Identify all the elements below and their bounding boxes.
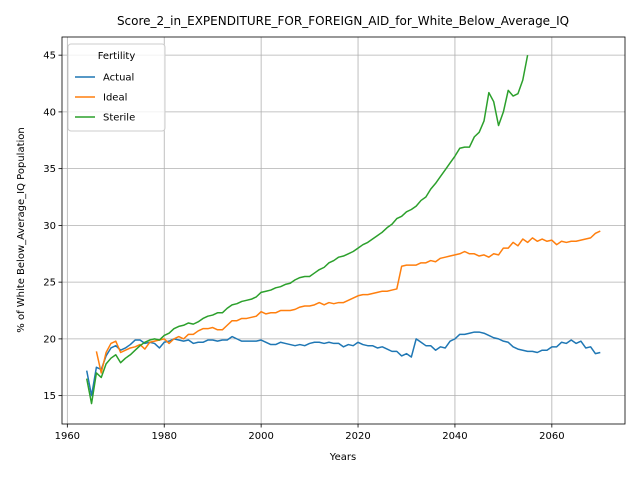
x-tick-label: 2060 — [539, 431, 564, 442]
legend-box — [67, 43, 166, 132]
y-tick-label: 25 — [43, 278, 56, 289]
x-tick-label: 2020 — [345, 431, 370, 442]
x-tick-label: 1980 — [152, 431, 177, 442]
x-tick-label: 2040 — [442, 431, 467, 442]
plot-frame — [61, 36, 626, 425]
x-tick-label: 2000 — [248, 431, 273, 442]
legend: Fertility Actual Ideal Sterile — [67, 43, 166, 132]
legend-label: Sterile — [103, 113, 135, 124]
series-line — [85, 55, 529, 405]
series-line — [95, 230, 601, 374]
y-tick-label: 35 — [43, 164, 56, 175]
y-axis-label: % of White Below_Average_IQ Population — [16, 127, 27, 332]
legend-label: Actual — [103, 73, 134, 84]
chart-title: Score_2_in_EXPENDITURE_FOR_FOREIGN_AID_f… — [117, 14, 569, 28]
y-tick-label: 20 — [43, 334, 56, 345]
x-axis-label: Years — [329, 452, 356, 463]
y-tick-label: 40 — [43, 107, 56, 118]
legend-title: Fertility — [98, 51, 136, 62]
y-tick-label: 30 — [43, 221, 56, 232]
legend-label: Ideal — [103, 93, 127, 104]
y-tick-label: 45 — [43, 51, 56, 62]
series-line — [85, 331, 601, 397]
y-tick-label: 15 — [43, 391, 56, 402]
x-tick-label: 1960 — [55, 431, 80, 442]
